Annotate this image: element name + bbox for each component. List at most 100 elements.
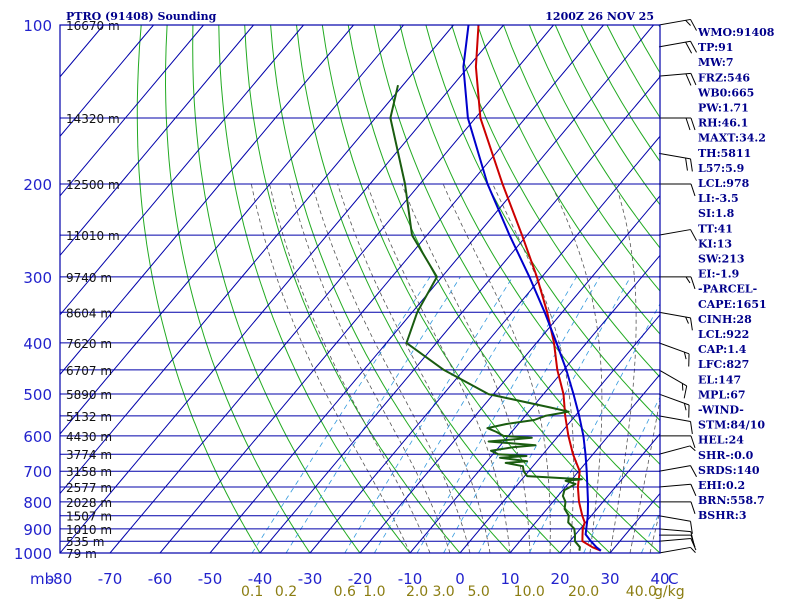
dry-adiabat [762,25,800,553]
index-entry: WMO:91408 [697,26,775,39]
index-entry: KI:13 [698,237,732,250]
index-entry: SW:213 [698,253,745,266]
wind-barb [658,342,690,367]
height-label: 4430 m [66,430,112,444]
wind-barbs [658,18,697,554]
mixing-ratio-label: 0.2 [275,584,297,600]
dry-adiabat [296,25,561,553]
moist-adiabat [629,396,660,553]
isotherm [60,25,204,197]
height-label: 14320 m [66,112,120,126]
dry-adiabat [788,25,800,553]
isotherm [359,195,660,553]
temperature-label: -60 [148,570,173,588]
temperature-label: 30 [600,570,619,588]
wind-barb [658,229,697,241]
wind-barb [658,537,697,551]
temperature-label: -40 [248,570,273,588]
index-entry: LI:-3.5 [698,192,739,205]
temperature-label: 10 [500,570,519,588]
temperature-label: -30 [298,570,323,588]
moist-adiabat [289,183,451,553]
dry-adiabat [347,25,660,553]
mixing-ratio-label: 20.0 [568,584,599,600]
moist-adiabat [492,183,575,553]
isotherm [60,25,304,316]
height-label: 1010 m [66,523,112,537]
isotherm [459,314,660,553]
height-label: 6707 m [66,364,112,378]
height-label: 16670 m [66,19,120,33]
wind-barb [658,311,693,331]
index-entry: LCL:978 [698,177,750,190]
wind-barb [658,465,697,478]
isotherm [309,135,660,553]
index-entry: EHI:0.2 [698,479,745,492]
mixing-ratio-label: 2.0 [406,584,428,600]
height-label: 7620 m [66,337,112,351]
pressure-label: 100 [23,17,52,35]
wind-barb [658,369,688,399]
height-label: 2577 m [66,481,112,495]
index-entry: RH:46.1 [698,117,748,130]
index-entry: TP:91 [698,41,733,54]
index-entry: STM:84/10 [698,419,765,432]
isotherm [60,25,154,138]
index-entry: BSHR:3 [698,509,747,522]
pressure-label: 800 [23,494,52,512]
mixing-ratio-label: 40.0 [626,584,657,600]
index-entry: -PARCEL- [698,283,757,296]
isotherm [60,25,354,376]
wind-barb [658,18,697,31]
dry-adiabat [270,25,511,553]
mixing-ratio-line [641,510,660,553]
mixing-ratio-line [251,276,431,553]
isotherm [60,25,254,257]
mixing-ratio-label: 0.6 [334,584,356,600]
height-label: 79 m [66,547,97,561]
index-entry: EI:-1.9 [698,268,739,281]
index-entry: SRDS:140 [698,464,760,477]
wind-barb [659,183,696,197]
dry-adiabat [580,25,660,163]
temperature-label: -20 [348,570,373,588]
isotherm [559,433,660,553]
moist-adiabat [337,183,491,553]
index-entry: TH:5811 [698,147,751,160]
temperature-label: -80 [48,570,73,588]
pressure-label: 600 [23,428,52,446]
temperature-line [474,25,602,552]
station-title: PTRO (91408) Sounding [66,10,217,23]
pressure-label: 700 [23,463,52,481]
index-entry: TT:41 [698,222,733,235]
temperature-label: 0 [455,570,465,588]
height-label: 3774 m [66,448,112,462]
isotherm [60,25,454,495]
wind-barb [659,117,696,131]
temperature-label: -50 [198,570,223,588]
parcel-line [462,25,602,552]
wind-barb [659,501,696,514]
moist-adiabat [250,183,411,553]
index-entry: MW:7 [698,56,734,69]
isotherm [509,373,660,553]
wind-barb [658,393,690,418]
isotherm [259,76,660,553]
index-entry: BRN:558.7 [698,494,765,507]
mixing-ratio-label: 0.1 [241,584,263,600]
sounding-indices: WMO:91408 TP:91 MW:7 FRZ:546 WB0:665 PW:1.71 R… [697,26,775,522]
mixing-ratio-line [285,276,461,553]
sounding-time: 1200Z 26 NOV 25 [545,10,654,23]
dewpoint-line [389,84,583,551]
pressure-label: 900 [23,521,52,539]
height-label: 535 m [66,535,104,549]
height-label: 2028 m [66,496,112,510]
grid [60,25,660,553]
index-entry: -WIND- [698,404,744,417]
pressure-label: 500 [23,386,52,404]
wind-barb [658,483,697,497]
height-label: 11010 m [66,229,120,243]
x-axis-prefix: mb [30,570,54,588]
wind-barb [658,40,697,54]
